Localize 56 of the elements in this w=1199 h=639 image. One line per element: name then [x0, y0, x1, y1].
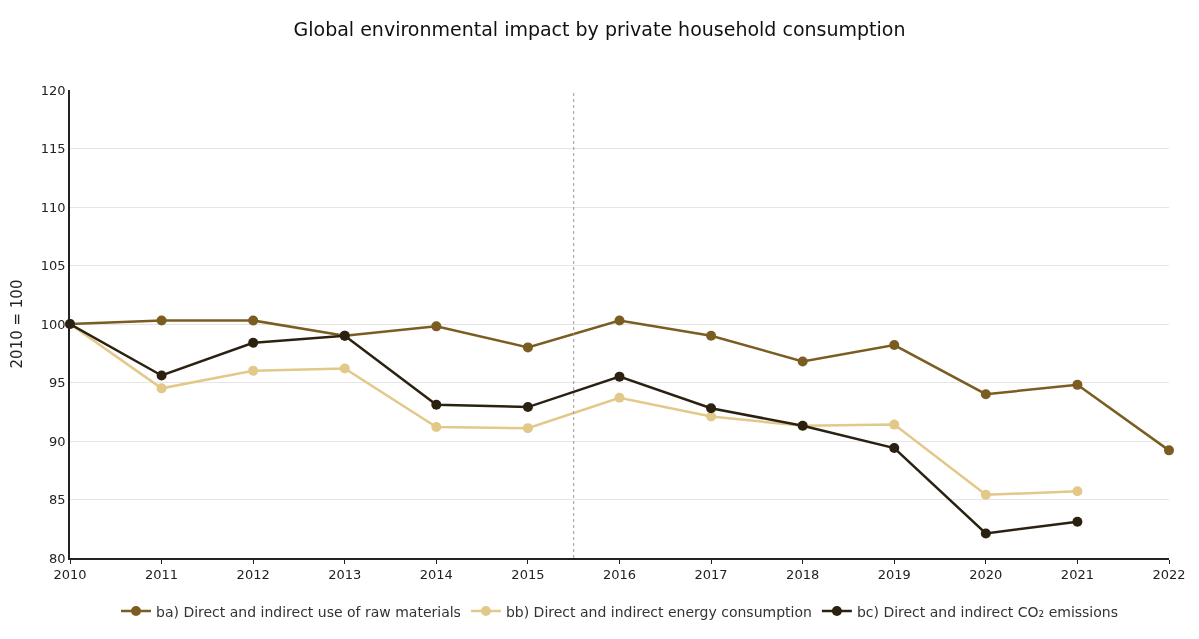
y-tick-label: 85	[49, 492, 66, 508]
y-tick-label: 120	[40, 82, 66, 98]
point	[339, 363, 350, 374]
point	[156, 383, 167, 394]
point	[889, 443, 900, 454]
point	[248, 315, 259, 326]
point	[797, 356, 808, 367]
y-tick-label: 80	[49, 550, 66, 566]
point	[1072, 379, 1083, 390]
point	[706, 403, 717, 414]
y-tick-label: 90	[49, 433, 66, 449]
x-tick-label: 2012	[236, 567, 270, 583]
point	[1072, 486, 1083, 497]
y-tick-label: 95	[49, 375, 66, 391]
point	[1072, 516, 1083, 527]
x-tick-label: 2015	[511, 567, 545, 583]
y-tick-label: 115	[40, 141, 66, 157]
y-axis-title: 2010 = 100	[7, 279, 26, 369]
point	[248, 365, 259, 376]
legend-label: bc) Direct and indirect CO₂ emissions	[856, 603, 1118, 620]
x-tick-label: 2018	[786, 567, 820, 583]
point	[522, 423, 533, 434]
x-tick-label: 2014	[419, 567, 453, 583]
y-tick-label: 100	[40, 316, 66, 332]
x-tick-label: 2013	[328, 567, 362, 583]
point	[980, 528, 991, 539]
x-tick-label: 2017	[694, 567, 728, 583]
point	[1164, 445, 1174, 456]
point	[889, 419, 900, 430]
x-tick-label: 2021	[1060, 567, 1094, 583]
point	[431, 399, 442, 410]
x-tick-label: 2019	[877, 567, 911, 583]
x-tick-label: 2022	[1152, 567, 1186, 583]
y-tick-label: 105	[40, 258, 66, 274]
point	[431, 421, 442, 432]
x-tick-label: 2010	[53, 567, 87, 583]
point	[980, 489, 991, 500]
x-tick-label: 2011	[145, 567, 179, 583]
point	[522, 342, 533, 353]
point	[156, 370, 167, 381]
point	[522, 402, 533, 413]
point	[889, 340, 900, 351]
y-tick-label: 110	[40, 199, 66, 215]
point	[156, 315, 167, 326]
x-tick-label: 2016	[602, 567, 637, 583]
legend-label: ba) Direct and indirect use of raw materials	[156, 603, 461, 620]
chart-title: Global environmental impact by private household consumption	[293, 17, 906, 40]
point	[614, 315, 625, 326]
point	[614, 371, 625, 382]
point	[614, 392, 625, 403]
x-tick-label: 2020	[969, 567, 1003, 583]
point	[706, 330, 717, 341]
legend-label: bb) Direct and indirect energy consumption	[505, 603, 812, 620]
point	[248, 337, 259, 348]
point	[980, 389, 991, 400]
point	[431, 321, 442, 332]
